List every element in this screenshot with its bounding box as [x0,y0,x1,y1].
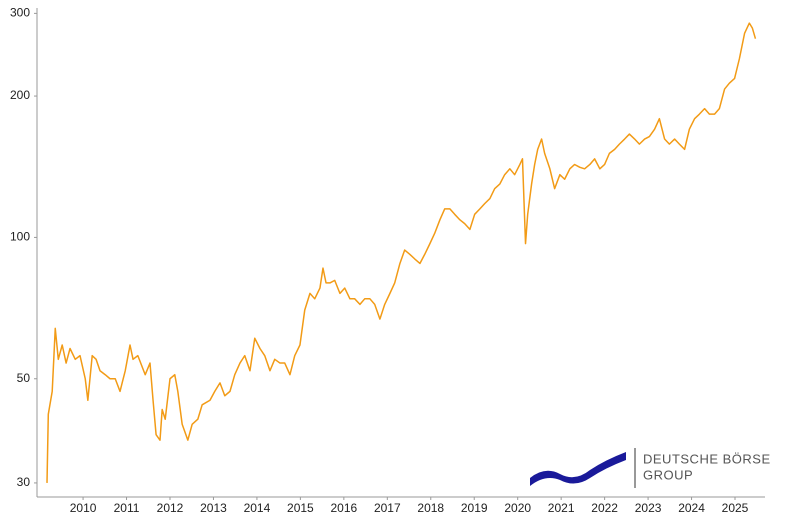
x-tick-label: 2012 [157,501,184,515]
x-tick-label: 2015 [287,501,314,515]
x-tick-label: 2021 [548,501,575,515]
x-tick-label: 2010 [70,501,97,515]
logo-line2: GROUP [643,467,693,482]
x-tick-label: 2013 [200,501,227,515]
x-tick-label: 2019 [461,501,488,515]
y-tick-label: 300 [10,6,30,20]
x-tick-label: 2025 [722,501,749,515]
logo: DEUTSCHE BÖRSE GROUP [530,448,771,488]
x-tick-label: 2022 [591,501,618,515]
y-tick-label: 30 [17,475,31,489]
x-tick-label: 2014 [244,501,271,515]
y-tick-label: 50 [17,371,31,385]
y-tick-label: 100 [10,230,30,244]
price-line [46,22,757,483]
x-tick-label: 2011 [114,501,140,515]
x-tick-label: 2023 [635,501,662,515]
logo-line1: DEUTSCHE BÖRSE [643,451,771,466]
x-tick-label: 2024 [678,501,705,515]
x-tick-label: 2020 [504,501,531,515]
x-tick-label: 2018 [417,501,444,515]
logo-wave [530,452,626,486]
x-tick-label: 2017 [374,501,401,515]
x-tick-label: 2016 [330,501,357,515]
y-tick-label: 200 [10,88,30,102]
